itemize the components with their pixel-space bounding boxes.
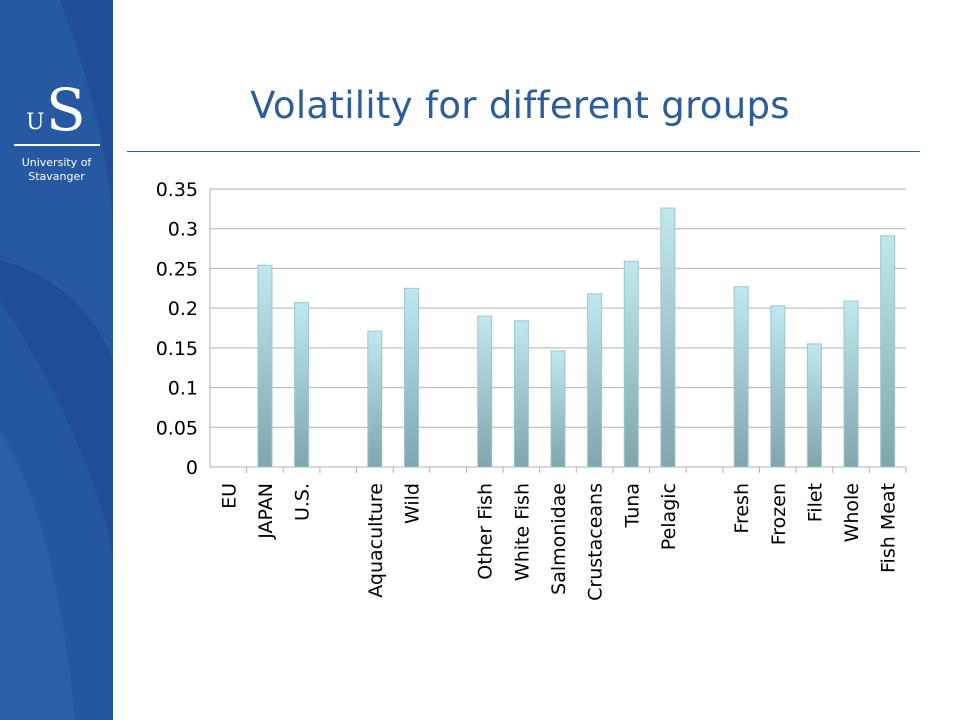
sidebar-band: U S University of Stavanger [0, 0, 113, 720]
y-tick-label: 0.25 [156, 258, 198, 280]
y-axis-ticks: 0 0.05 0.1 0.15 0.2 0.25 0.3 0.35 [156, 179, 198, 479]
x-category-label: Other Fish [475, 483, 497, 580]
x-category-label: Aquaculture [365, 483, 387, 598]
y-tick-label: 0.15 [156, 338, 198, 360]
bar-u-s- [294, 302, 310, 468]
logo-rule [14, 144, 100, 146]
bars [257, 207, 896, 468]
bar-japan [257, 264, 273, 468]
bar-aquaculture [367, 330, 383, 468]
bar-frozen [770, 305, 786, 468]
bar-wild [403, 287, 419, 468]
bar-pelagic [660, 207, 676, 468]
bar-fish-meat [880, 235, 896, 468]
x-category-label: U.S. [292, 483, 314, 521]
x-category-label: Tuna [621, 483, 643, 528]
y-tick-label: 0.3 [168, 219, 198, 241]
x-category-label: Whole [841, 483, 863, 542]
x-category-label: Crustaceans [585, 483, 607, 601]
y-tick-label: 0.35 [156, 179, 198, 201]
x-category-label: Pelagic [658, 483, 680, 550]
bar-salmonidae [550, 350, 566, 468]
x-category-label: EU [218, 483, 240, 509]
x-axis-labels: EU JAPAN U.S. Aquaculture Wild Other Fish Whit… [218, 483, 899, 601]
bar-crustaceans [587, 293, 603, 468]
university-logo: U S University of Stavanger [0, 78, 113, 184]
logo-mark: U S [0, 78, 113, 148]
x-category-label: Salmonidae [548, 483, 570, 595]
y-tick-label: 0.2 [168, 298, 198, 320]
slide-title: Volatility for different groups [250, 84, 790, 127]
x-category-label: White Fish [511, 483, 533, 581]
bar-whole [843, 300, 859, 468]
bar-other-fish [477, 315, 493, 468]
x-category-label: Fish Meat [878, 483, 900, 573]
y-tick-label: 0.05 [156, 417, 198, 439]
logo-text: University of Stavanger [0, 156, 113, 184]
x-category-label: Fresh [731, 483, 753, 534]
title-divider [127, 151, 920, 152]
bar-fresh [733, 286, 749, 468]
bar-filet [806, 343, 822, 468]
sidebar-swoosh-decoration [0, 0, 113, 720]
bar-white-fish [513, 320, 529, 468]
logo-letter-s: S [46, 76, 86, 144]
y-tick-label: 0.1 [168, 378, 198, 400]
y-tick-label: 0 [186, 457, 198, 479]
logo-line-2: Stavanger [28, 170, 85, 183]
logo-letter-u: U [26, 110, 45, 135]
bar-tuna [623, 260, 639, 468]
x-category-label: Filet [804, 483, 826, 522]
logo-line-1: University of [21, 156, 92, 169]
x-category-label: JAPAN [255, 483, 277, 540]
x-category-label: Wild [401, 483, 423, 524]
x-category-label: Frozen [768, 483, 790, 545]
